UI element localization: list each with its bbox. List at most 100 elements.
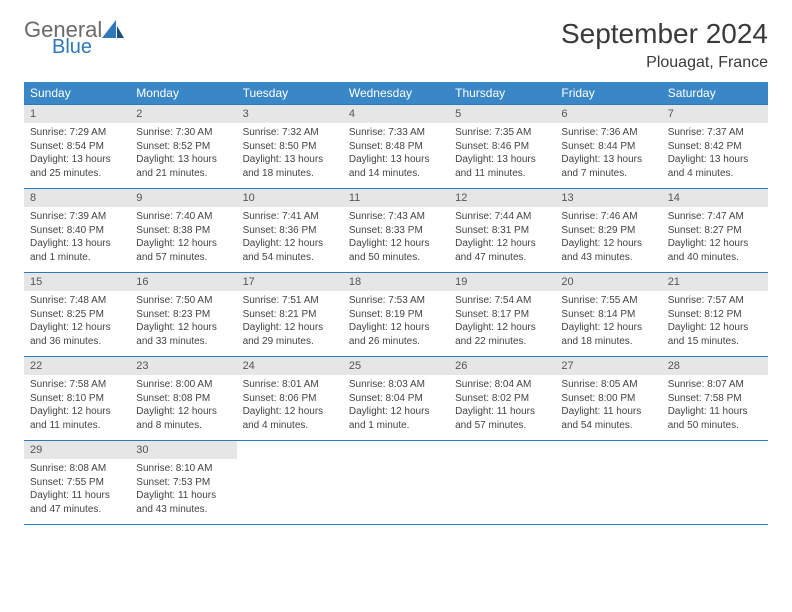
sunset-line: Sunset: 8:40 PM xyxy=(30,224,124,238)
daylight-line: Daylight: 12 hours and 40 minutes. xyxy=(668,237,762,264)
sunset-line: Sunset: 8:54 PM xyxy=(30,140,124,154)
calendar-day-cell: 10Sunrise: 7:41 AMSunset: 8:36 PMDayligh… xyxy=(237,189,343,273)
sunset-line: Sunset: 8:38 PM xyxy=(136,224,230,238)
sunset-line: Sunset: 8:19 PM xyxy=(349,308,443,322)
sunset-line: Sunset: 8:02 PM xyxy=(455,392,549,406)
day-details: Sunrise: 7:41 AMSunset: 8:36 PMDaylight:… xyxy=(237,207,343,270)
day-details: Sunrise: 7:39 AMSunset: 8:40 PMDaylight:… xyxy=(24,207,130,270)
sunset-line: Sunset: 8:31 PM xyxy=(455,224,549,238)
calendar-day-cell: 4Sunrise: 7:33 AMSunset: 8:48 PMDaylight… xyxy=(343,105,449,189)
daylight-line: Daylight: 12 hours and 15 minutes. xyxy=(668,321,762,348)
calendar-week-row: 8Sunrise: 7:39 AMSunset: 8:40 PMDaylight… xyxy=(24,189,768,273)
sunset-line: Sunset: 8:29 PM xyxy=(561,224,655,238)
logo-text: General Blue xyxy=(24,19,102,57)
daylight-line: Daylight: 12 hours and 22 minutes. xyxy=(455,321,549,348)
calendar-table: SundayMondayTuesdayWednesdayThursdayFrid… xyxy=(24,82,768,525)
daylight-line: Daylight: 12 hours and 8 minutes. xyxy=(136,405,230,432)
calendar-day-cell: 22Sunrise: 7:58 AMSunset: 8:10 PMDayligh… xyxy=(24,357,130,441)
logo: General Blue xyxy=(24,18,124,57)
sunset-line: Sunset: 8:00 PM xyxy=(561,392,655,406)
day-number: 21 xyxy=(662,273,768,291)
day-number: 12 xyxy=(449,189,555,207)
calendar-week-row: 1Sunrise: 7:29 AMSunset: 8:54 PMDaylight… xyxy=(24,105,768,189)
daylight-line: Daylight: 11 hours and 47 minutes. xyxy=(30,489,124,516)
daylight-line: Daylight: 12 hours and 26 minutes. xyxy=(349,321,443,348)
calendar-week-row: 22Sunrise: 7:58 AMSunset: 8:10 PMDayligh… xyxy=(24,357,768,441)
calendar-day-cell: 25Sunrise: 8:03 AMSunset: 8:04 PMDayligh… xyxy=(343,357,449,441)
day-number: 20 xyxy=(555,273,661,291)
day-number: 4 xyxy=(343,105,449,123)
sunrise-line: Sunrise: 8:01 AM xyxy=(243,378,337,392)
weekday-header: Monday xyxy=(130,82,236,105)
weekday-header: Tuesday xyxy=(237,82,343,105)
day-number: 18 xyxy=(343,273,449,291)
day-number: 8 xyxy=(24,189,130,207)
daylight-line: Daylight: 13 hours and 18 minutes. xyxy=(243,153,337,180)
daylight-line: Daylight: 13 hours and 4 minutes. xyxy=(668,153,762,180)
day-number: 27 xyxy=(555,357,661,375)
day-details: Sunrise: 8:07 AMSunset: 7:58 PMDaylight:… xyxy=(662,375,768,438)
sunrise-line: Sunrise: 7:33 AM xyxy=(349,126,443,140)
sunset-line: Sunset: 8:50 PM xyxy=(243,140,337,154)
calendar-day-cell: 27Sunrise: 8:05 AMSunset: 8:00 PMDayligh… xyxy=(555,357,661,441)
sunrise-line: Sunrise: 7:58 AM xyxy=(30,378,124,392)
weekday-header: Wednesday xyxy=(343,82,449,105)
day-number: 19 xyxy=(449,273,555,291)
daylight-line: Daylight: 12 hours and 11 minutes. xyxy=(30,405,124,432)
daylight-line: Daylight: 11 hours and 54 minutes. xyxy=(561,405,655,432)
daylight-line: Daylight: 13 hours and 1 minute. xyxy=(30,237,124,264)
day-number: 1 xyxy=(24,105,130,123)
daylight-line: Daylight: 13 hours and 11 minutes. xyxy=(455,153,549,180)
day-details: Sunrise: 7:29 AMSunset: 8:54 PMDaylight:… xyxy=(24,123,130,186)
weekday-header: Sunday xyxy=(24,82,130,105)
sunset-line: Sunset: 7:55 PM xyxy=(30,476,124,490)
sunrise-line: Sunrise: 7:32 AM xyxy=(243,126,337,140)
day-details: Sunrise: 7:44 AMSunset: 8:31 PMDaylight:… xyxy=(449,207,555,270)
calendar-week-row: 29Sunrise: 8:08 AMSunset: 7:55 PMDayligh… xyxy=(24,441,768,525)
sunset-line: Sunset: 8:06 PM xyxy=(243,392,337,406)
calendar-day-cell: 12Sunrise: 7:44 AMSunset: 8:31 PMDayligh… xyxy=(449,189,555,273)
sunset-line: Sunset: 8:10 PM xyxy=(30,392,124,406)
calendar-empty-cell: . xyxy=(343,441,449,525)
day-number: 29 xyxy=(24,441,130,459)
day-details: Sunrise: 7:55 AMSunset: 8:14 PMDaylight:… xyxy=(555,291,661,354)
day-details: Sunrise: 7:33 AMSunset: 8:48 PMDaylight:… xyxy=(343,123,449,186)
sunset-line: Sunset: 7:53 PM xyxy=(136,476,230,490)
day-details: Sunrise: 8:08 AMSunset: 7:55 PMDaylight:… xyxy=(24,459,130,522)
day-number: 26 xyxy=(449,357,555,375)
sunset-line: Sunset: 8:52 PM xyxy=(136,140,230,154)
logo-blue: Blue xyxy=(52,37,102,57)
sunrise-line: Sunrise: 7:51 AM xyxy=(243,294,337,308)
calendar-day-cell: 29Sunrise: 8:08 AMSunset: 7:55 PMDayligh… xyxy=(24,441,130,525)
daylight-line: Daylight: 12 hours and 4 minutes. xyxy=(243,405,337,432)
day-details: Sunrise: 7:37 AMSunset: 8:42 PMDaylight:… xyxy=(662,123,768,186)
daylight-line: Daylight: 11 hours and 50 minutes. xyxy=(668,405,762,432)
day-details: Sunrise: 8:10 AMSunset: 7:53 PMDaylight:… xyxy=(130,459,236,522)
day-number: 15 xyxy=(24,273,130,291)
calendar-day-cell: 17Sunrise: 7:51 AMSunset: 8:21 PMDayligh… xyxy=(237,273,343,357)
daylight-line: Daylight: 12 hours and 29 minutes. xyxy=(243,321,337,348)
day-details: Sunrise: 7:48 AMSunset: 8:25 PMDaylight:… xyxy=(24,291,130,354)
daylight-line: Daylight: 13 hours and 14 minutes. xyxy=(349,153,443,180)
calendar-day-cell: 2Sunrise: 7:30 AMSunset: 8:52 PMDaylight… xyxy=(130,105,236,189)
sunrise-line: Sunrise: 7:39 AM xyxy=(30,210,124,224)
sunset-line: Sunset: 8:36 PM xyxy=(243,224,337,238)
sunrise-line: Sunrise: 8:04 AM xyxy=(455,378,549,392)
sunset-line: Sunset: 8:42 PM xyxy=(668,140,762,154)
day-details: Sunrise: 7:35 AMSunset: 8:46 PMDaylight:… xyxy=(449,123,555,186)
day-details: Sunrise: 8:04 AMSunset: 8:02 PMDaylight:… xyxy=(449,375,555,438)
sunset-line: Sunset: 8:21 PM xyxy=(243,308,337,322)
day-details: Sunrise: 7:32 AMSunset: 8:50 PMDaylight:… xyxy=(237,123,343,186)
sunrise-line: Sunrise: 7:47 AM xyxy=(668,210,762,224)
calendar-day-cell: 1Sunrise: 7:29 AMSunset: 8:54 PMDaylight… xyxy=(24,105,130,189)
sunrise-line: Sunrise: 7:57 AM xyxy=(668,294,762,308)
day-number: 9 xyxy=(130,189,236,207)
calendar-empty-cell: . xyxy=(662,441,768,525)
calendar-day-cell: 23Sunrise: 8:00 AMSunset: 8:08 PMDayligh… xyxy=(130,357,236,441)
location: Plouagat, France xyxy=(561,54,768,72)
sunrise-line: Sunrise: 8:03 AM xyxy=(349,378,443,392)
calendar-day-cell: 24Sunrise: 8:01 AMSunset: 8:06 PMDayligh… xyxy=(237,357,343,441)
daylight-line: Daylight: 11 hours and 43 minutes. xyxy=(136,489,230,516)
sunset-line: Sunset: 8:44 PM xyxy=(561,140,655,154)
day-details: Sunrise: 7:54 AMSunset: 8:17 PMDaylight:… xyxy=(449,291,555,354)
